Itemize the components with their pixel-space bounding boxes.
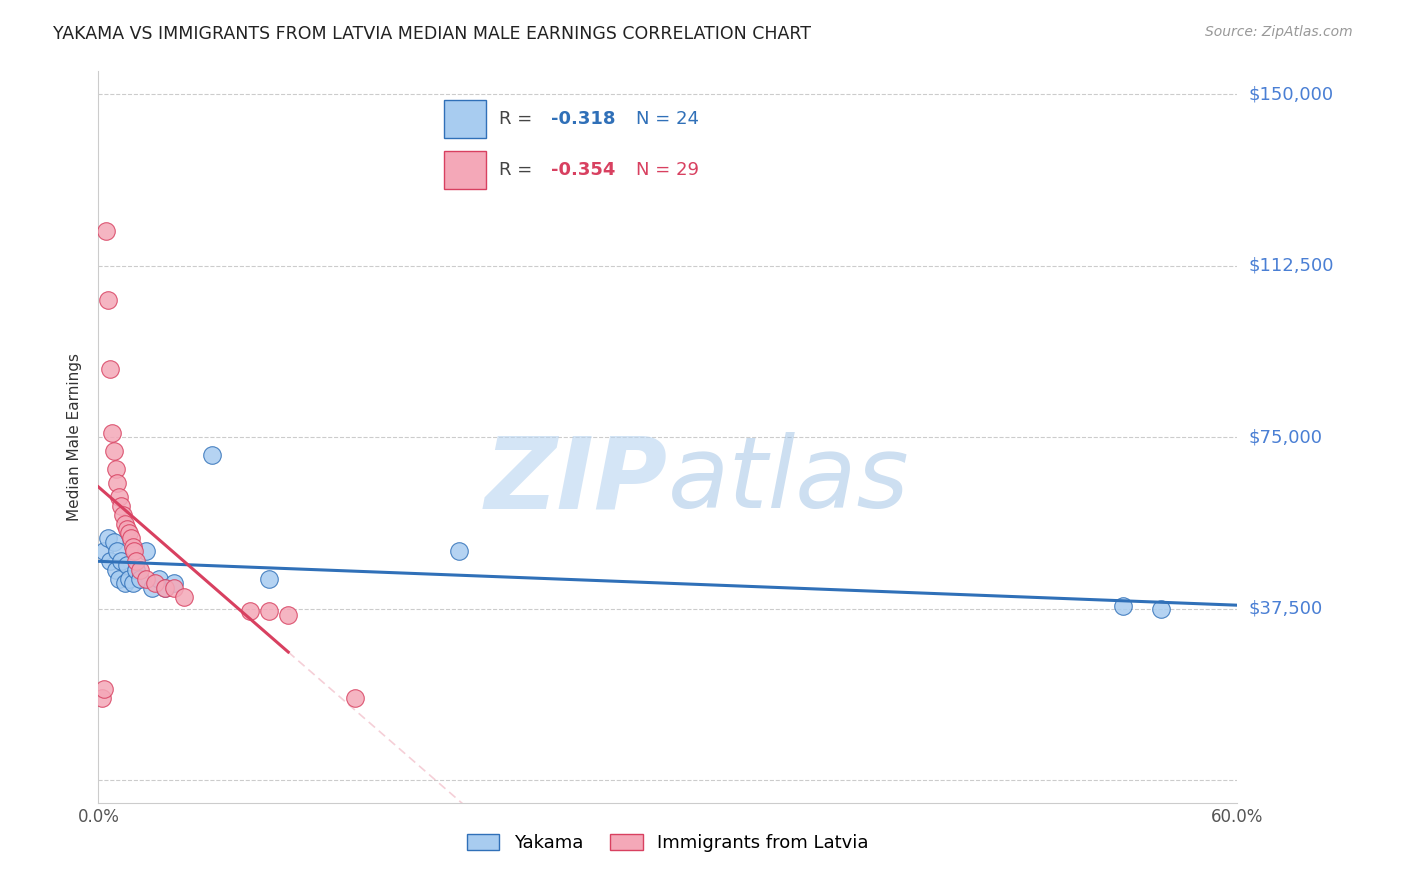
Point	[163, 576, 186, 591]
Point	[135, 544, 157, 558]
Point	[129, 572, 152, 586]
Point	[104, 563, 127, 577]
Text: ZIP: ZIP	[485, 433, 668, 530]
Point	[148, 572, 170, 586]
Point	[97, 531, 120, 545]
Point	[259, 572, 281, 586]
Point	[141, 581, 163, 595]
Point	[97, 293, 120, 307]
Point	[120, 531, 142, 545]
Point	[277, 608, 299, 623]
Point	[153, 581, 176, 595]
Point	[1112, 599, 1135, 614]
Point	[103, 535, 125, 549]
Point	[93, 681, 115, 696]
Point	[201, 448, 224, 462]
Point	[449, 544, 471, 558]
Point	[114, 516, 136, 531]
Point	[98, 553, 121, 567]
Point	[125, 563, 148, 577]
Text: $150,000: $150,000	[1249, 86, 1333, 103]
Point	[110, 499, 132, 513]
Text: $37,500: $37,500	[1249, 599, 1323, 617]
Point	[173, 590, 195, 604]
Point	[112, 508, 135, 522]
Point	[108, 572, 131, 586]
Point	[107, 475, 129, 490]
Point	[1150, 601, 1173, 615]
Point	[259, 604, 281, 618]
Point	[343, 690, 366, 705]
Point	[129, 563, 152, 577]
Point	[91, 690, 114, 705]
Y-axis label: Median Male Earnings: Median Male Earnings	[67, 353, 83, 521]
Text: YAKAMA VS IMMIGRANTS FROM LATVIA MEDIAN MALE EARNINGS CORRELATION CHART: YAKAMA VS IMMIGRANTS FROM LATVIA MEDIAN …	[53, 25, 811, 43]
Point	[98, 361, 121, 376]
Point	[115, 558, 138, 573]
Point	[94, 224, 117, 238]
Text: atlas: atlas	[668, 433, 910, 530]
Point	[163, 581, 186, 595]
Point	[145, 576, 167, 591]
Point	[118, 572, 141, 586]
Legend: Yakama, Immigrants from Latvia: Yakama, Immigrants from Latvia	[460, 827, 876, 860]
Point	[125, 553, 148, 567]
Text: Source: ZipAtlas.com: Source: ZipAtlas.com	[1205, 25, 1353, 39]
Point	[108, 490, 131, 504]
Point	[110, 553, 132, 567]
Point	[124, 544, 146, 558]
Point	[239, 604, 262, 618]
Point	[100, 425, 122, 440]
Point	[93, 544, 115, 558]
Point	[135, 572, 157, 586]
Point	[118, 526, 141, 541]
Point	[103, 443, 125, 458]
Point	[153, 581, 176, 595]
Point	[121, 576, 143, 591]
Text: $75,000: $75,000	[1249, 428, 1323, 446]
Point	[104, 462, 127, 476]
Point	[114, 576, 136, 591]
Point	[121, 540, 143, 554]
Point	[107, 544, 129, 558]
Text: $112,500: $112,500	[1249, 257, 1334, 275]
Point	[115, 521, 138, 535]
